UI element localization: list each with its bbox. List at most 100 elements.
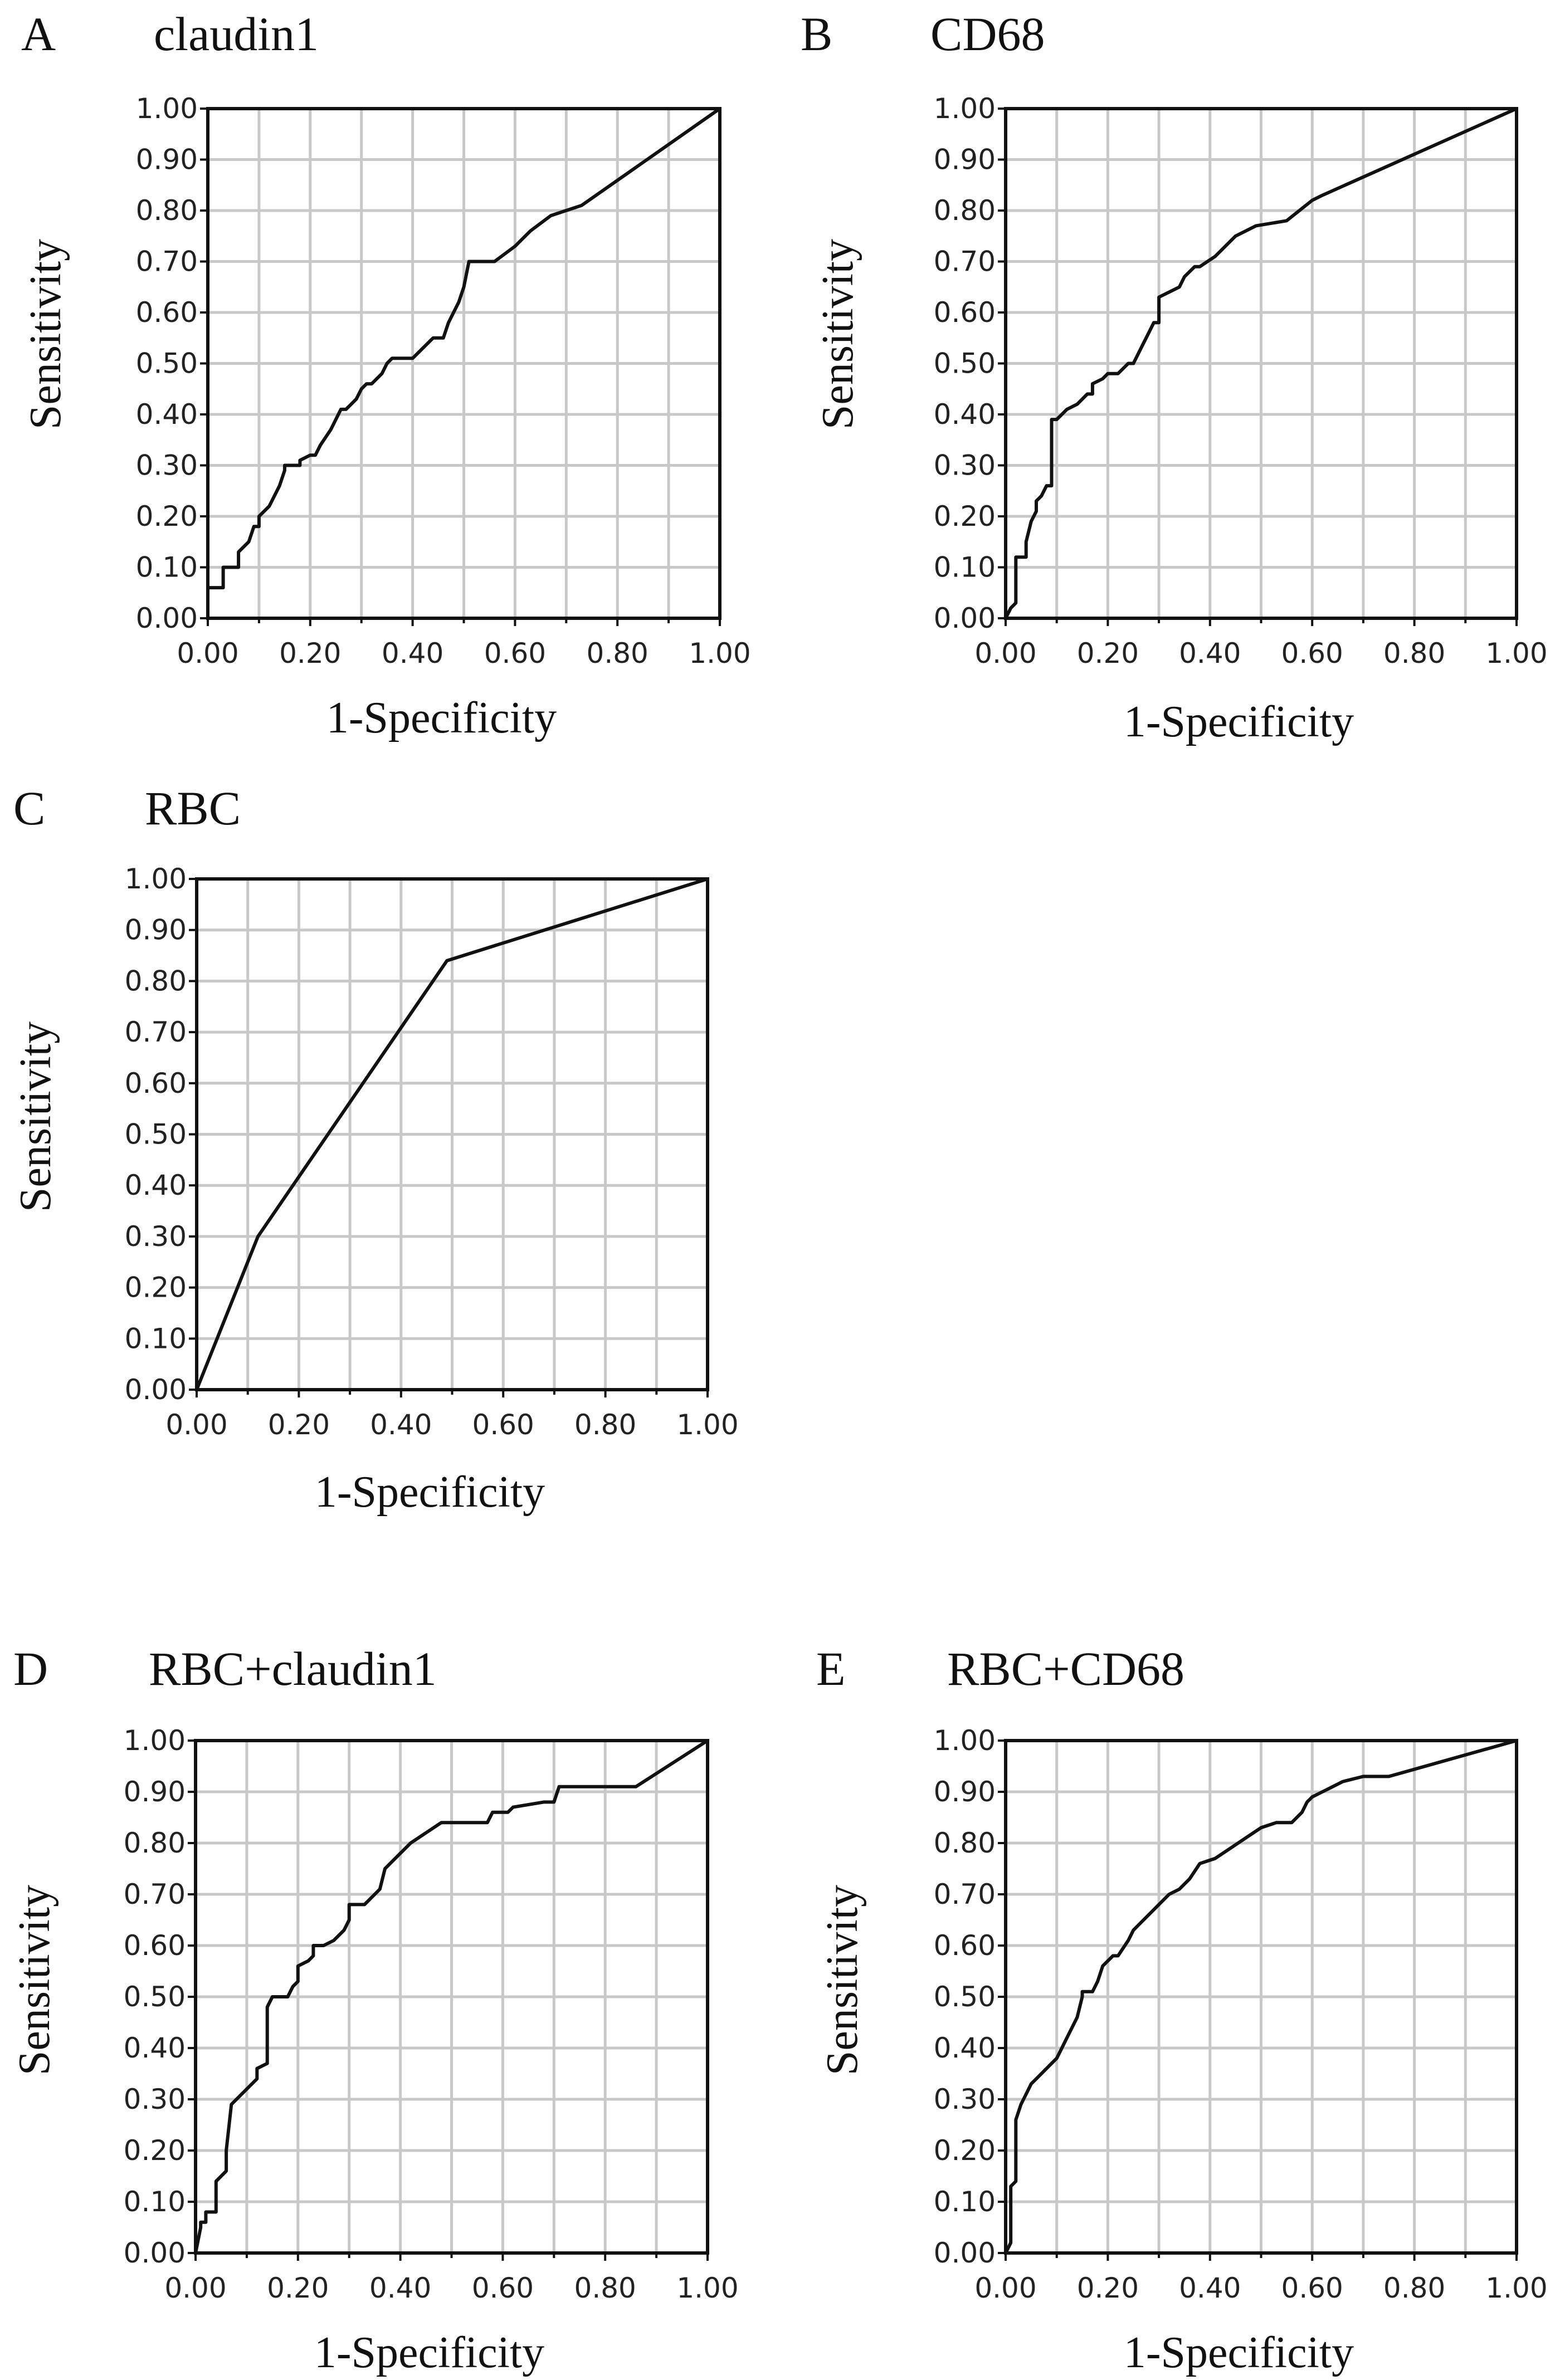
x-tick-label: 0.40 bbox=[1179, 2272, 1241, 2304]
x-tick-label: 0.20 bbox=[268, 1409, 330, 1441]
y-tick-label: 0.50 bbox=[934, 348, 996, 380]
panel-letter: D bbox=[13, 1642, 48, 1695]
y-tick-label: 0.60 bbox=[124, 1929, 186, 1962]
x-axis-title: 1-Specificity bbox=[314, 2328, 544, 2377]
y-tick-label: 0.70 bbox=[934, 1878, 996, 1910]
y-tick-label: 0.20 bbox=[124, 2134, 186, 2167]
y-tick-label: 0.60 bbox=[934, 1929, 996, 1962]
chart-title: claudin1 bbox=[154, 7, 319, 61]
y-tick-label: 0.70 bbox=[136, 246, 198, 278]
y-tick-label: 0.10 bbox=[934, 2186, 996, 2218]
y-tick-label: 0.20 bbox=[934, 500, 996, 532]
x-tick-label: 0.80 bbox=[574, 2272, 636, 2304]
y-tick-label: 0.90 bbox=[934, 1776, 996, 1808]
y-tick-label: 1.00 bbox=[934, 1724, 996, 1757]
x-tick-label: 0.20 bbox=[279, 637, 341, 669]
x-tick-label: 0.00 bbox=[164, 2272, 226, 2304]
x-axis-title: 1-Specificity bbox=[1124, 697, 1354, 746]
y-tick-label: 0.50 bbox=[124, 1981, 186, 2013]
x-tick-label: 0.20 bbox=[1077, 637, 1139, 669]
y-tick-label: 0.00 bbox=[136, 602, 198, 634]
x-tick-label: 1.00 bbox=[676, 1409, 738, 1441]
x-tick-label: 0.00 bbox=[177, 637, 238, 669]
x-axis-title: 1-Specificity bbox=[326, 693, 557, 742]
y-tick-label: 0.60 bbox=[125, 1067, 187, 1099]
y-tick-label: 0.10 bbox=[136, 551, 198, 584]
panel-letter: A bbox=[21, 7, 56, 61]
y-tick-label: 0.30 bbox=[136, 449, 198, 482]
x-tick-label: 0.80 bbox=[574, 1409, 636, 1441]
chart-title: RBC+CD68 bbox=[947, 1642, 1184, 1695]
x-tick-label: 0.80 bbox=[1383, 637, 1445, 669]
x-tick-label: 0.40 bbox=[370, 1409, 432, 1441]
y-tick-label: 0.80 bbox=[934, 194, 996, 227]
y-tick-label: 0.90 bbox=[136, 144, 198, 176]
y-tick-label: 0.30 bbox=[934, 2083, 996, 2115]
y-tick-label: 0.40 bbox=[125, 1169, 187, 1201]
x-tick-label: 0.40 bbox=[1179, 637, 1241, 669]
x-tick-label: 0.60 bbox=[472, 2272, 534, 2304]
x-tick-label: 0.80 bbox=[1383, 2272, 1445, 2304]
x-tick-label: 0.80 bbox=[587, 637, 649, 669]
x-tick-label: 0.40 bbox=[382, 637, 443, 669]
roc-curve-line bbox=[206, 107, 721, 618]
x-tick-label: 0.60 bbox=[1281, 2272, 1343, 2304]
y-tick-label: 0.00 bbox=[934, 602, 996, 634]
y-tick-label: 0.90 bbox=[124, 1776, 186, 1808]
y-axis-title: Sensitivity bbox=[21, 239, 70, 429]
x-tick-label: 1.00 bbox=[1485, 637, 1547, 669]
y-tick-label: 0.20 bbox=[934, 2134, 996, 2167]
x-tick-label: 0.60 bbox=[1281, 637, 1343, 669]
y-tick-label: 0.10 bbox=[124, 2186, 186, 2218]
x-axis-title: 1-Specificity bbox=[1124, 2328, 1354, 2377]
y-tick-label: 0.60 bbox=[136, 296, 198, 329]
y-tick-label: 0.40 bbox=[136, 398, 198, 431]
y-tick-label: 0.40 bbox=[934, 398, 996, 431]
y-tick-label: 0.00 bbox=[124, 2237, 186, 2269]
x-tick-label: 0.00 bbox=[165, 1409, 227, 1441]
y-tick-label: 0.70 bbox=[934, 246, 996, 278]
x-tick-label: 1.00 bbox=[689, 637, 750, 669]
y-tick-label: 0.00 bbox=[934, 2237, 996, 2269]
y-tick-label: 0.10 bbox=[125, 1322, 187, 1355]
x-tick-label: 0.60 bbox=[472, 1409, 534, 1441]
x-tick-label: 1.00 bbox=[1485, 2272, 1547, 2304]
x-tick-label: 0.20 bbox=[267, 2272, 329, 2304]
roc-panel-d: D RBC+claudin1 0.00 0.10 0.20 0.30 0.40 0.50 0.6… bbox=[10, 1642, 739, 2377]
y-tick-label: 0.80 bbox=[136, 194, 198, 227]
roc-panel-b: B CD68 0.00 0.10 0.20 0.30 0.40 0.50 0.60 0.70 0.8… bbox=[801, 7, 1548, 746]
y-tick-label: 0.20 bbox=[136, 500, 198, 532]
x-tick-label: 1.00 bbox=[676, 2272, 738, 2304]
y-tick-label: 0.80 bbox=[125, 965, 187, 997]
x-axis-title: 1-Specificity bbox=[315, 1468, 545, 1517]
y-tick-label: 0.10 bbox=[934, 551, 996, 584]
y-tick-label: 0.30 bbox=[934, 449, 996, 482]
panel-letter: C bbox=[13, 781, 45, 835]
chart-title: RBC bbox=[145, 781, 241, 835]
y-tick-label: 0.50 bbox=[934, 1981, 996, 2013]
y-tick-label: 0.70 bbox=[124, 1878, 186, 1910]
roc-curve-line bbox=[1004, 107, 1518, 619]
y-tick-label: 0.20 bbox=[125, 1272, 187, 1304]
chart-title: CD68 bbox=[930, 7, 1045, 61]
x-tick-label: 0.40 bbox=[369, 2272, 431, 2304]
panel-letter: E bbox=[816, 1642, 846, 1695]
y-tick-label: 0.30 bbox=[124, 2083, 186, 2115]
x-tick-label: 0.00 bbox=[974, 2272, 1036, 2304]
panel-letter: B bbox=[801, 7, 832, 61]
y-tick-label: 1.00 bbox=[124, 1724, 186, 1757]
roc-panel-e: E RBC+CD68 0.00 0.10 0.20 0.30 0.40 0.50 0.60 0.7… bbox=[816, 1642, 1548, 2377]
y-tick-label: 0.90 bbox=[934, 144, 996, 176]
roc-curve-line bbox=[194, 1739, 709, 2254]
y-tick-label: 0.00 bbox=[125, 1374, 187, 1406]
roc-curve-line bbox=[1004, 1739, 1517, 2254]
y-tick-label: 0.70 bbox=[125, 1016, 187, 1048]
chart-title: RBC+claudin1 bbox=[149, 1642, 437, 1695]
y-tick-label: 0.30 bbox=[125, 1220, 187, 1253]
y-tick-label: 1.00 bbox=[125, 863, 187, 895]
y-axis-title: Sensitivity bbox=[10, 1885, 59, 2075]
y-tick-label: 0.40 bbox=[124, 2032, 186, 2064]
y-axis-title: Sensitivity bbox=[818, 1885, 867, 2075]
y-tick-label: 0.60 bbox=[934, 296, 996, 329]
